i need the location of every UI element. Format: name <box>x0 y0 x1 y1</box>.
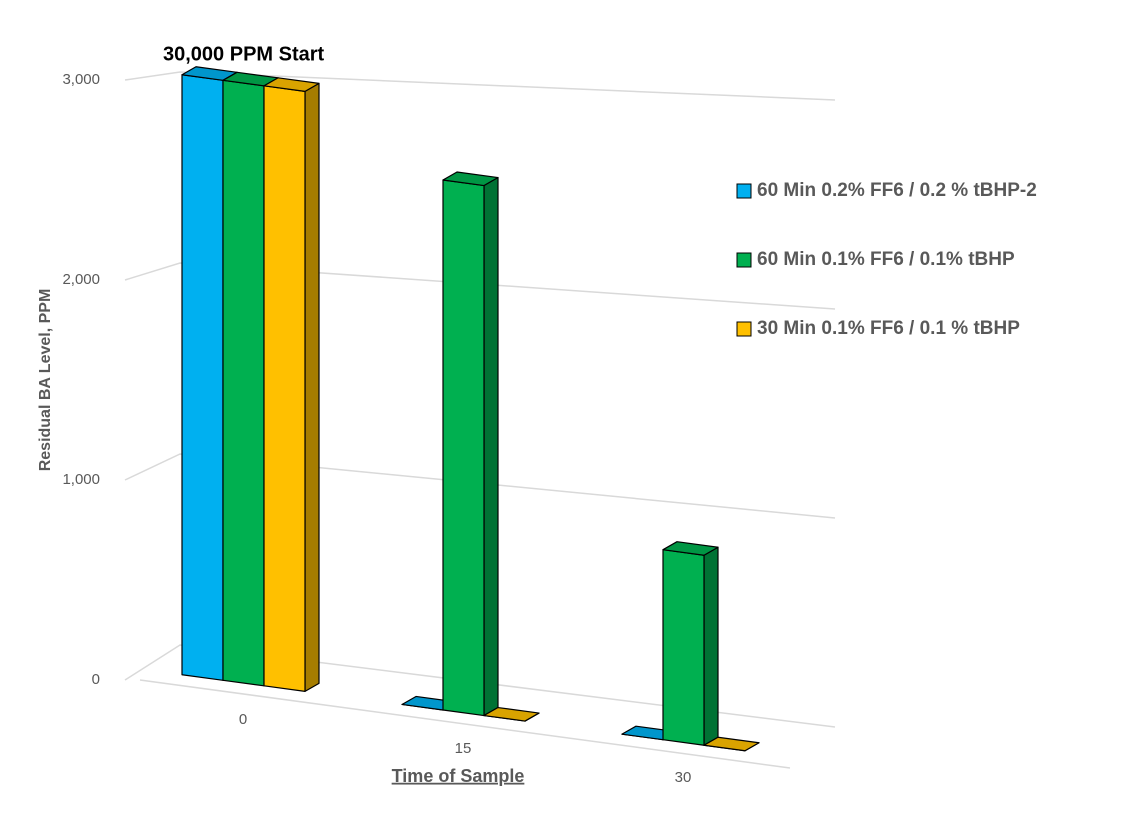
chart-title: 30,000 PPM Start <box>163 43 325 65</box>
bar-top <box>442 171 499 187</box>
bar-side <box>483 176 499 717</box>
y-tick-label: 0 <box>92 671 100 688</box>
x-tick-label: 30 <box>675 769 692 786</box>
bar-top <box>483 706 540 722</box>
legend-label: 30 Min 0.1% FF6 / 0.1 % tBHP <box>757 318 1020 339</box>
grid-line <box>124 453 836 519</box>
bar-top <box>263 77 320 92</box>
bar-top <box>662 541 719 556</box>
grid-line <box>124 644 836 728</box>
grid-line <box>124 71 836 101</box>
bar-top <box>703 736 760 752</box>
grid-line <box>124 262 836 310</box>
legend-swatch <box>736 183 752 199</box>
legend-label: 60 Min 0.2% FF6 / 0.2 % tBHP-2 <box>757 180 1037 201</box>
y-tick-label: 3,000 <box>62 71 100 88</box>
y-axis-title: Residual BA Level, PPM <box>37 289 54 472</box>
bar <box>222 79 265 687</box>
x-tick-label: 0 <box>239 711 247 728</box>
x-axis-title: Time of Sample <box>392 766 525 786</box>
y-tick-label: 2,000 <box>62 271 100 288</box>
bar-side <box>703 546 719 746</box>
bar <box>181 74 224 681</box>
bar <box>442 179 485 717</box>
bar <box>263 85 306 692</box>
bar-side <box>304 82 320 692</box>
legend-swatch <box>736 252 752 268</box>
bar <box>662 549 705 746</box>
y-tick-label: 1,000 <box>62 471 100 488</box>
legend-label: 60 Min 0.1% FF6 / 0.1% tBHP <box>757 249 1015 270</box>
x-tick-label: 15 <box>455 740 472 757</box>
floor-edge <box>139 679 791 769</box>
legend-swatch <box>736 321 752 337</box>
